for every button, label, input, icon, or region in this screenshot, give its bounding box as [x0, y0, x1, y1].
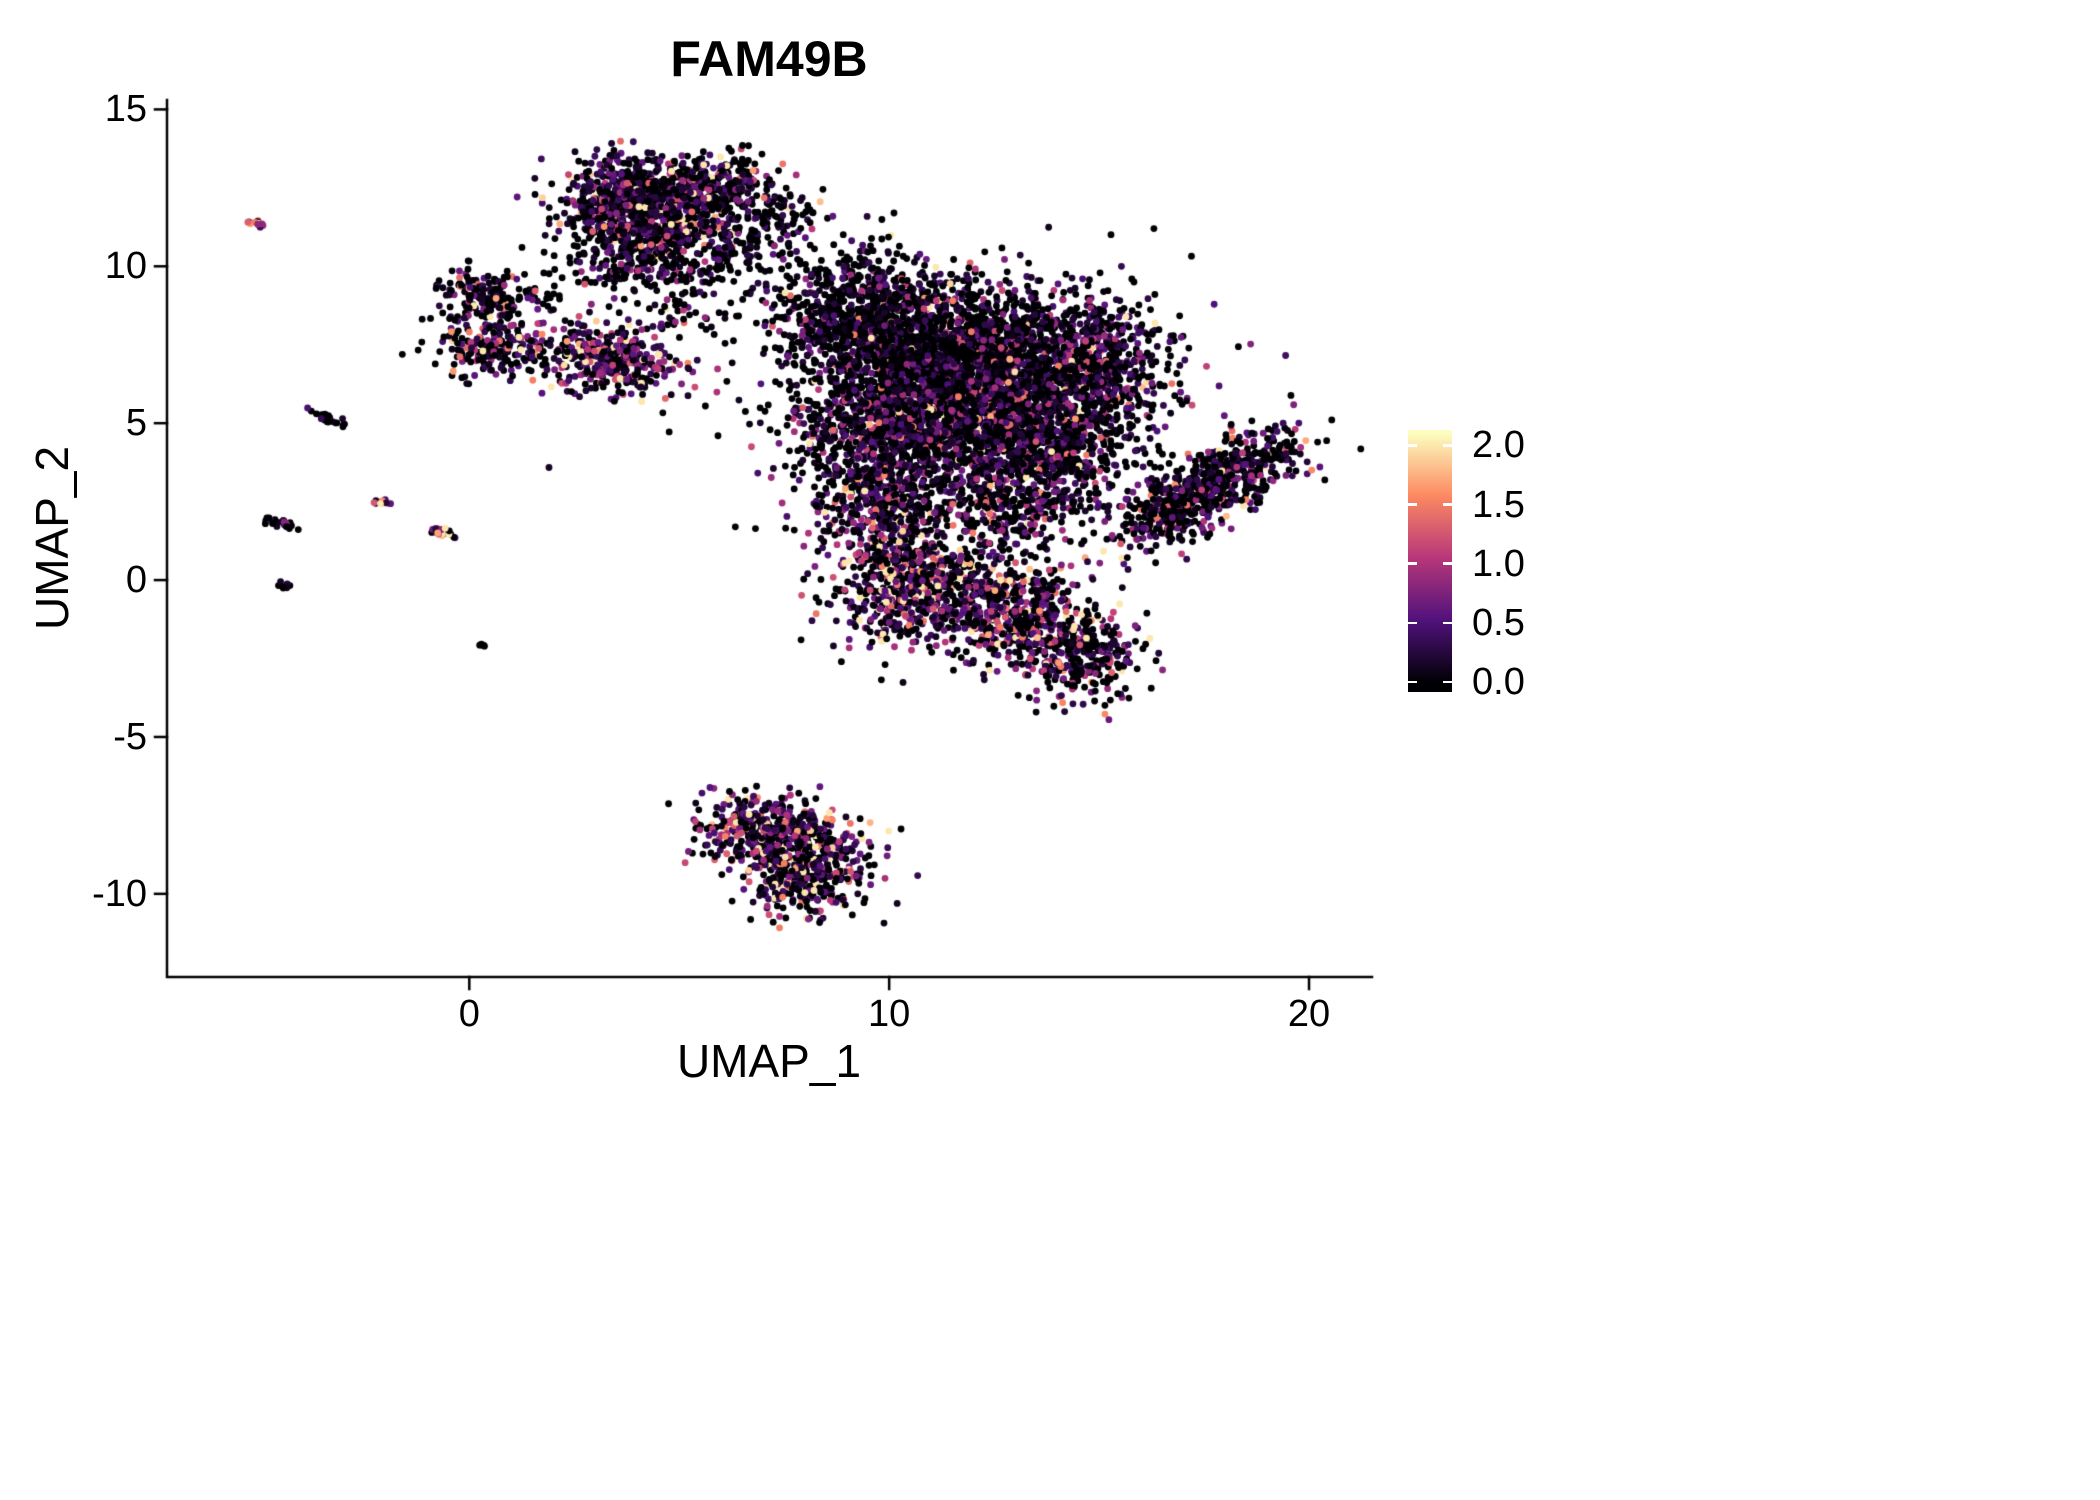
colorbar-tick-label: 0.5 — [1472, 601, 1525, 644]
colorbar-tick-label: 1.0 — [1472, 542, 1525, 585]
x-tick-label: 0 — [458, 993, 480, 1035]
x-tick-label: 10 — [868, 993, 911, 1035]
y-tick-label: 5 — [125, 402, 147, 445]
colorbar-tick-label: 2.0 — [1472, 424, 1525, 467]
colorbar-tick-mark — [1408, 444, 1417, 447]
colorbar-tick-mark — [1443, 680, 1452, 684]
colorbar-tick-mark — [1408, 621, 1417, 625]
colorbar-tick-label: 1.5 — [1472, 483, 1525, 526]
y-tick-label: 15 — [104, 88, 147, 131]
colorbar-tick-mark — [1408, 562, 1417, 565]
y-tick-label: 0 — [125, 559, 147, 602]
y-axis-label: UMAP_2 — [26, 445, 78, 631]
plot-title: FAM49B — [670, 31, 868, 87]
y-tick-label: -5 — [113, 715, 147, 758]
colorbar-tick-label: 0.0 — [1472, 660, 1525, 703]
y-tick-label: 10 — [104, 245, 147, 288]
colorbar-tick-mark — [1443, 444, 1452, 447]
colorbar — [1408, 430, 1452, 692]
x-axis-label: UMAP_1 — [676, 1035, 862, 1087]
y-tick-label: -10 — [92, 872, 147, 915]
colorbar-tick-mark — [1408, 680, 1417, 684]
colorbar-tick-mark — [1443, 621, 1452, 625]
x-tick-label: 20 — [1287, 993, 1331, 1035]
colorbar-tick-mark — [1443, 562, 1452, 565]
colorbar-tick-mark — [1408, 503, 1417, 506]
colorbar-tick-mark — [1443, 503, 1452, 506]
